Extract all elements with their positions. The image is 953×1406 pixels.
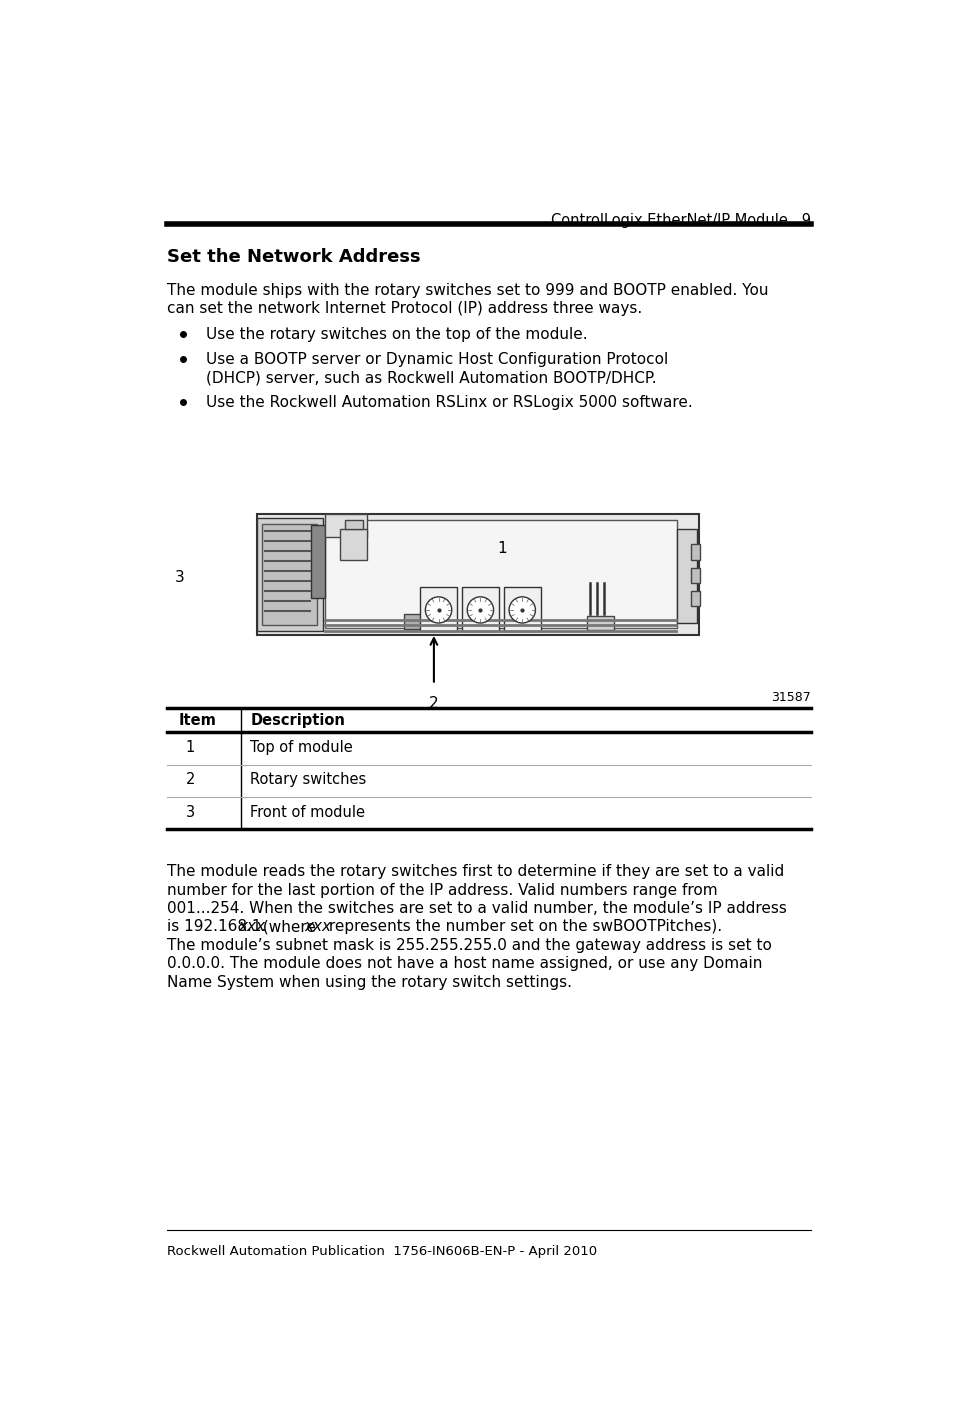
Bar: [677, 529, 696, 623]
Text: 1: 1: [497, 541, 507, 555]
Bar: [586, 616, 614, 630]
Bar: [461, 586, 498, 631]
Text: 001...254. When the switches are set to a valid number, the module’s IP address: 001...254. When the switches are set to …: [167, 901, 786, 915]
Text: Name System when using the rotary switch settings.: Name System when using the rotary switch…: [167, 974, 572, 990]
Circle shape: [509, 596, 535, 623]
Text: The module ships with the rotary switches set to 999 and BOOTP enabled. You: The module ships with the rotary switche…: [167, 283, 768, 298]
Bar: [257, 517, 323, 631]
Bar: [340, 529, 367, 560]
Bar: [324, 520, 677, 628]
Text: Description: Description: [250, 713, 345, 728]
Text: (where: (where: [257, 920, 320, 935]
Bar: [503, 586, 540, 631]
Text: The module’s subnet mask is 255.255.255.0 and the gateway address is set to: The module’s subnet mask is 255.255.255.…: [167, 938, 771, 953]
Bar: [691, 591, 700, 606]
Text: Item: Item: [179, 713, 216, 728]
Text: Set the Network Address: Set the Network Address: [167, 247, 420, 266]
Text: 1: 1: [186, 740, 195, 755]
Bar: [404, 614, 421, 628]
Bar: [261, 523, 316, 626]
Text: Front of module: Front of module: [250, 804, 365, 820]
Text: xxx: xxx: [238, 920, 265, 935]
Text: is 192.168.1.: is 192.168.1.: [167, 920, 267, 935]
Text: 3: 3: [174, 571, 185, 585]
Text: ControlLogix EtherNet/IP Module   9: ControlLogix EtherNet/IP Module 9: [550, 214, 810, 228]
Text: 0.0.0.0. The module does not have a host name assigned, or use any Domain: 0.0.0.0. The module does not have a host…: [167, 956, 761, 972]
Text: Use the Rockwell Automation RSLinx or RSLogix 5000 software.: Use the Rockwell Automation RSLinx or RS…: [206, 395, 692, 411]
Circle shape: [467, 596, 493, 623]
Text: xxx: xxx: [304, 920, 331, 935]
Text: Rotary switches: Rotary switches: [250, 772, 366, 787]
Text: 2: 2: [186, 772, 195, 787]
Text: Use a BOOTP server or Dynamic Host Configuration Protocol: Use a BOOTP server or Dynamic Host Confi…: [206, 352, 668, 367]
Text: number for the last portion of the IP address. Valid numbers range from: number for the last portion of the IP ad…: [167, 883, 718, 897]
Bar: [311, 526, 325, 599]
Bar: [691, 568, 700, 583]
Bar: [257, 513, 699, 634]
Text: (DHCP) server, such as Rockwell Automation BOOTP/DHCP.: (DHCP) server, such as Rockwell Automati…: [206, 370, 656, 385]
Circle shape: [425, 596, 452, 623]
Text: Use the rotary switches on the top of the module.: Use the rotary switches on the top of th…: [206, 328, 587, 342]
Text: Rockwell Automation Publication  1756-IN606B-EN-P - April 2010: Rockwell Automation Publication 1756-IN6…: [167, 1246, 597, 1258]
Text: Top of module: Top of module: [250, 740, 353, 755]
Text: can set the network Internet Protocol (IP) address three ways.: can set the network Internet Protocol (I…: [167, 301, 642, 316]
Text: 3: 3: [186, 804, 195, 820]
Bar: [691, 544, 700, 560]
Text: The module reads the rotary switches first to determine if they are set to a val: The module reads the rotary switches fir…: [167, 865, 783, 879]
Text: 2: 2: [429, 696, 438, 711]
Bar: [344, 520, 363, 529]
Text: represents the number set on the swBOOTPitches).: represents the number set on the swBOOTP…: [323, 920, 721, 935]
Bar: [324, 513, 367, 537]
Bar: [419, 586, 456, 631]
Text: 31587: 31587: [770, 690, 810, 704]
